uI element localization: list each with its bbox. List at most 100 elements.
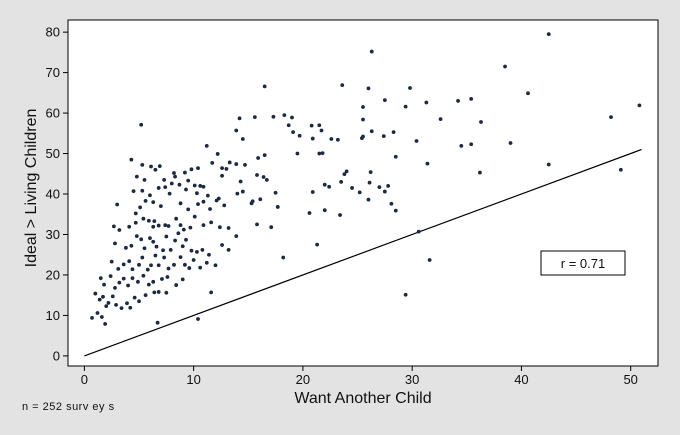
data-point xyxy=(315,242,320,247)
x-tick-label: 10 xyxy=(186,372,200,387)
reference-line-layer xyxy=(84,148,642,357)
corr-box-frame xyxy=(540,250,626,276)
data-point xyxy=(275,205,280,209)
data-point xyxy=(153,253,158,258)
data-point xyxy=(151,239,156,244)
data-point xyxy=(151,279,156,284)
reference-line xyxy=(84,148,642,357)
data-point xyxy=(377,185,382,190)
data-point xyxy=(361,105,365,109)
data-point xyxy=(209,220,214,225)
corr-annotation: r = 0.71 xyxy=(561,256,605,271)
data-point xyxy=(133,220,138,225)
data-point xyxy=(252,115,257,120)
y-tick-label: 10 xyxy=(46,308,60,323)
data-point xyxy=(157,164,162,168)
data-point xyxy=(201,223,206,228)
data-point xyxy=(102,282,106,287)
data-point xyxy=(189,248,194,253)
data-point xyxy=(162,177,167,182)
corr-box: r = 0.71 xyxy=(540,250,626,276)
y-tick-label: 50 xyxy=(46,146,60,161)
data-point xyxy=(456,99,460,103)
data-point xyxy=(238,179,243,184)
data-point xyxy=(149,164,153,169)
data-point xyxy=(350,186,354,190)
data-point xyxy=(137,299,141,304)
data-point xyxy=(342,172,347,177)
data-point xyxy=(526,91,530,96)
data-point xyxy=(207,252,211,257)
data-point xyxy=(153,167,158,172)
data-point xyxy=(156,223,161,228)
data-point xyxy=(156,186,161,190)
data-point xyxy=(130,276,135,281)
data-point xyxy=(152,290,157,295)
data-point xyxy=(459,143,464,148)
data-point xyxy=(427,258,432,262)
data-point xyxy=(220,243,224,247)
data-point xyxy=(188,225,193,230)
data-point xyxy=(116,266,121,271)
data-point xyxy=(133,211,138,216)
data-point xyxy=(295,151,300,156)
data-point xyxy=(262,84,267,89)
data-point xyxy=(124,245,128,250)
data-point xyxy=(414,139,419,143)
data-point xyxy=(204,143,209,148)
data-point xyxy=(176,231,181,236)
data-point xyxy=(234,234,239,238)
data-point xyxy=(310,136,315,141)
data-point xyxy=(297,133,302,138)
data-point xyxy=(393,154,398,159)
data-point xyxy=(319,128,324,133)
data-point xyxy=(391,130,396,134)
data-point xyxy=(204,260,209,265)
data-point xyxy=(117,280,122,285)
data-point xyxy=(162,255,167,260)
data-point xyxy=(166,224,171,228)
y-tick-label: 80 xyxy=(46,25,60,40)
data-point xyxy=(290,115,294,120)
data-point xyxy=(196,202,200,207)
data-point xyxy=(186,207,191,212)
x-axis-title: Want Another Child xyxy=(294,390,431,407)
data-point xyxy=(132,295,137,300)
data-point xyxy=(258,197,263,202)
data-point xyxy=(143,293,148,298)
data-point xyxy=(136,279,140,284)
data-point xyxy=(156,263,161,268)
data-point xyxy=(192,183,197,188)
data-point xyxy=(222,203,227,208)
data-point xyxy=(546,32,551,37)
data-point xyxy=(357,190,362,195)
data-point xyxy=(329,137,334,141)
data-point xyxy=(226,226,231,230)
data-point xyxy=(366,197,371,202)
data-point xyxy=(320,151,325,156)
data-point xyxy=(163,185,168,190)
data-point xyxy=(184,187,188,192)
data-point xyxy=(164,234,169,239)
data-point xyxy=(344,169,349,174)
data-point xyxy=(369,129,374,134)
data-point xyxy=(226,247,231,252)
data-point xyxy=(106,300,111,305)
data-point xyxy=(234,128,239,133)
data-point xyxy=(255,222,259,227)
data-point xyxy=(121,262,126,267)
data-point xyxy=(177,182,182,187)
data-point xyxy=(264,177,269,182)
data-point xyxy=(119,306,124,311)
data-point xyxy=(271,114,276,119)
data-point xyxy=(192,214,197,219)
data-point xyxy=(104,304,109,309)
data-point xyxy=(195,191,199,196)
data-point xyxy=(403,104,408,109)
data-point xyxy=(196,166,200,171)
data-point xyxy=(200,247,205,252)
data-point xyxy=(255,173,259,177)
data-point xyxy=(438,117,443,122)
data-point xyxy=(139,237,144,242)
